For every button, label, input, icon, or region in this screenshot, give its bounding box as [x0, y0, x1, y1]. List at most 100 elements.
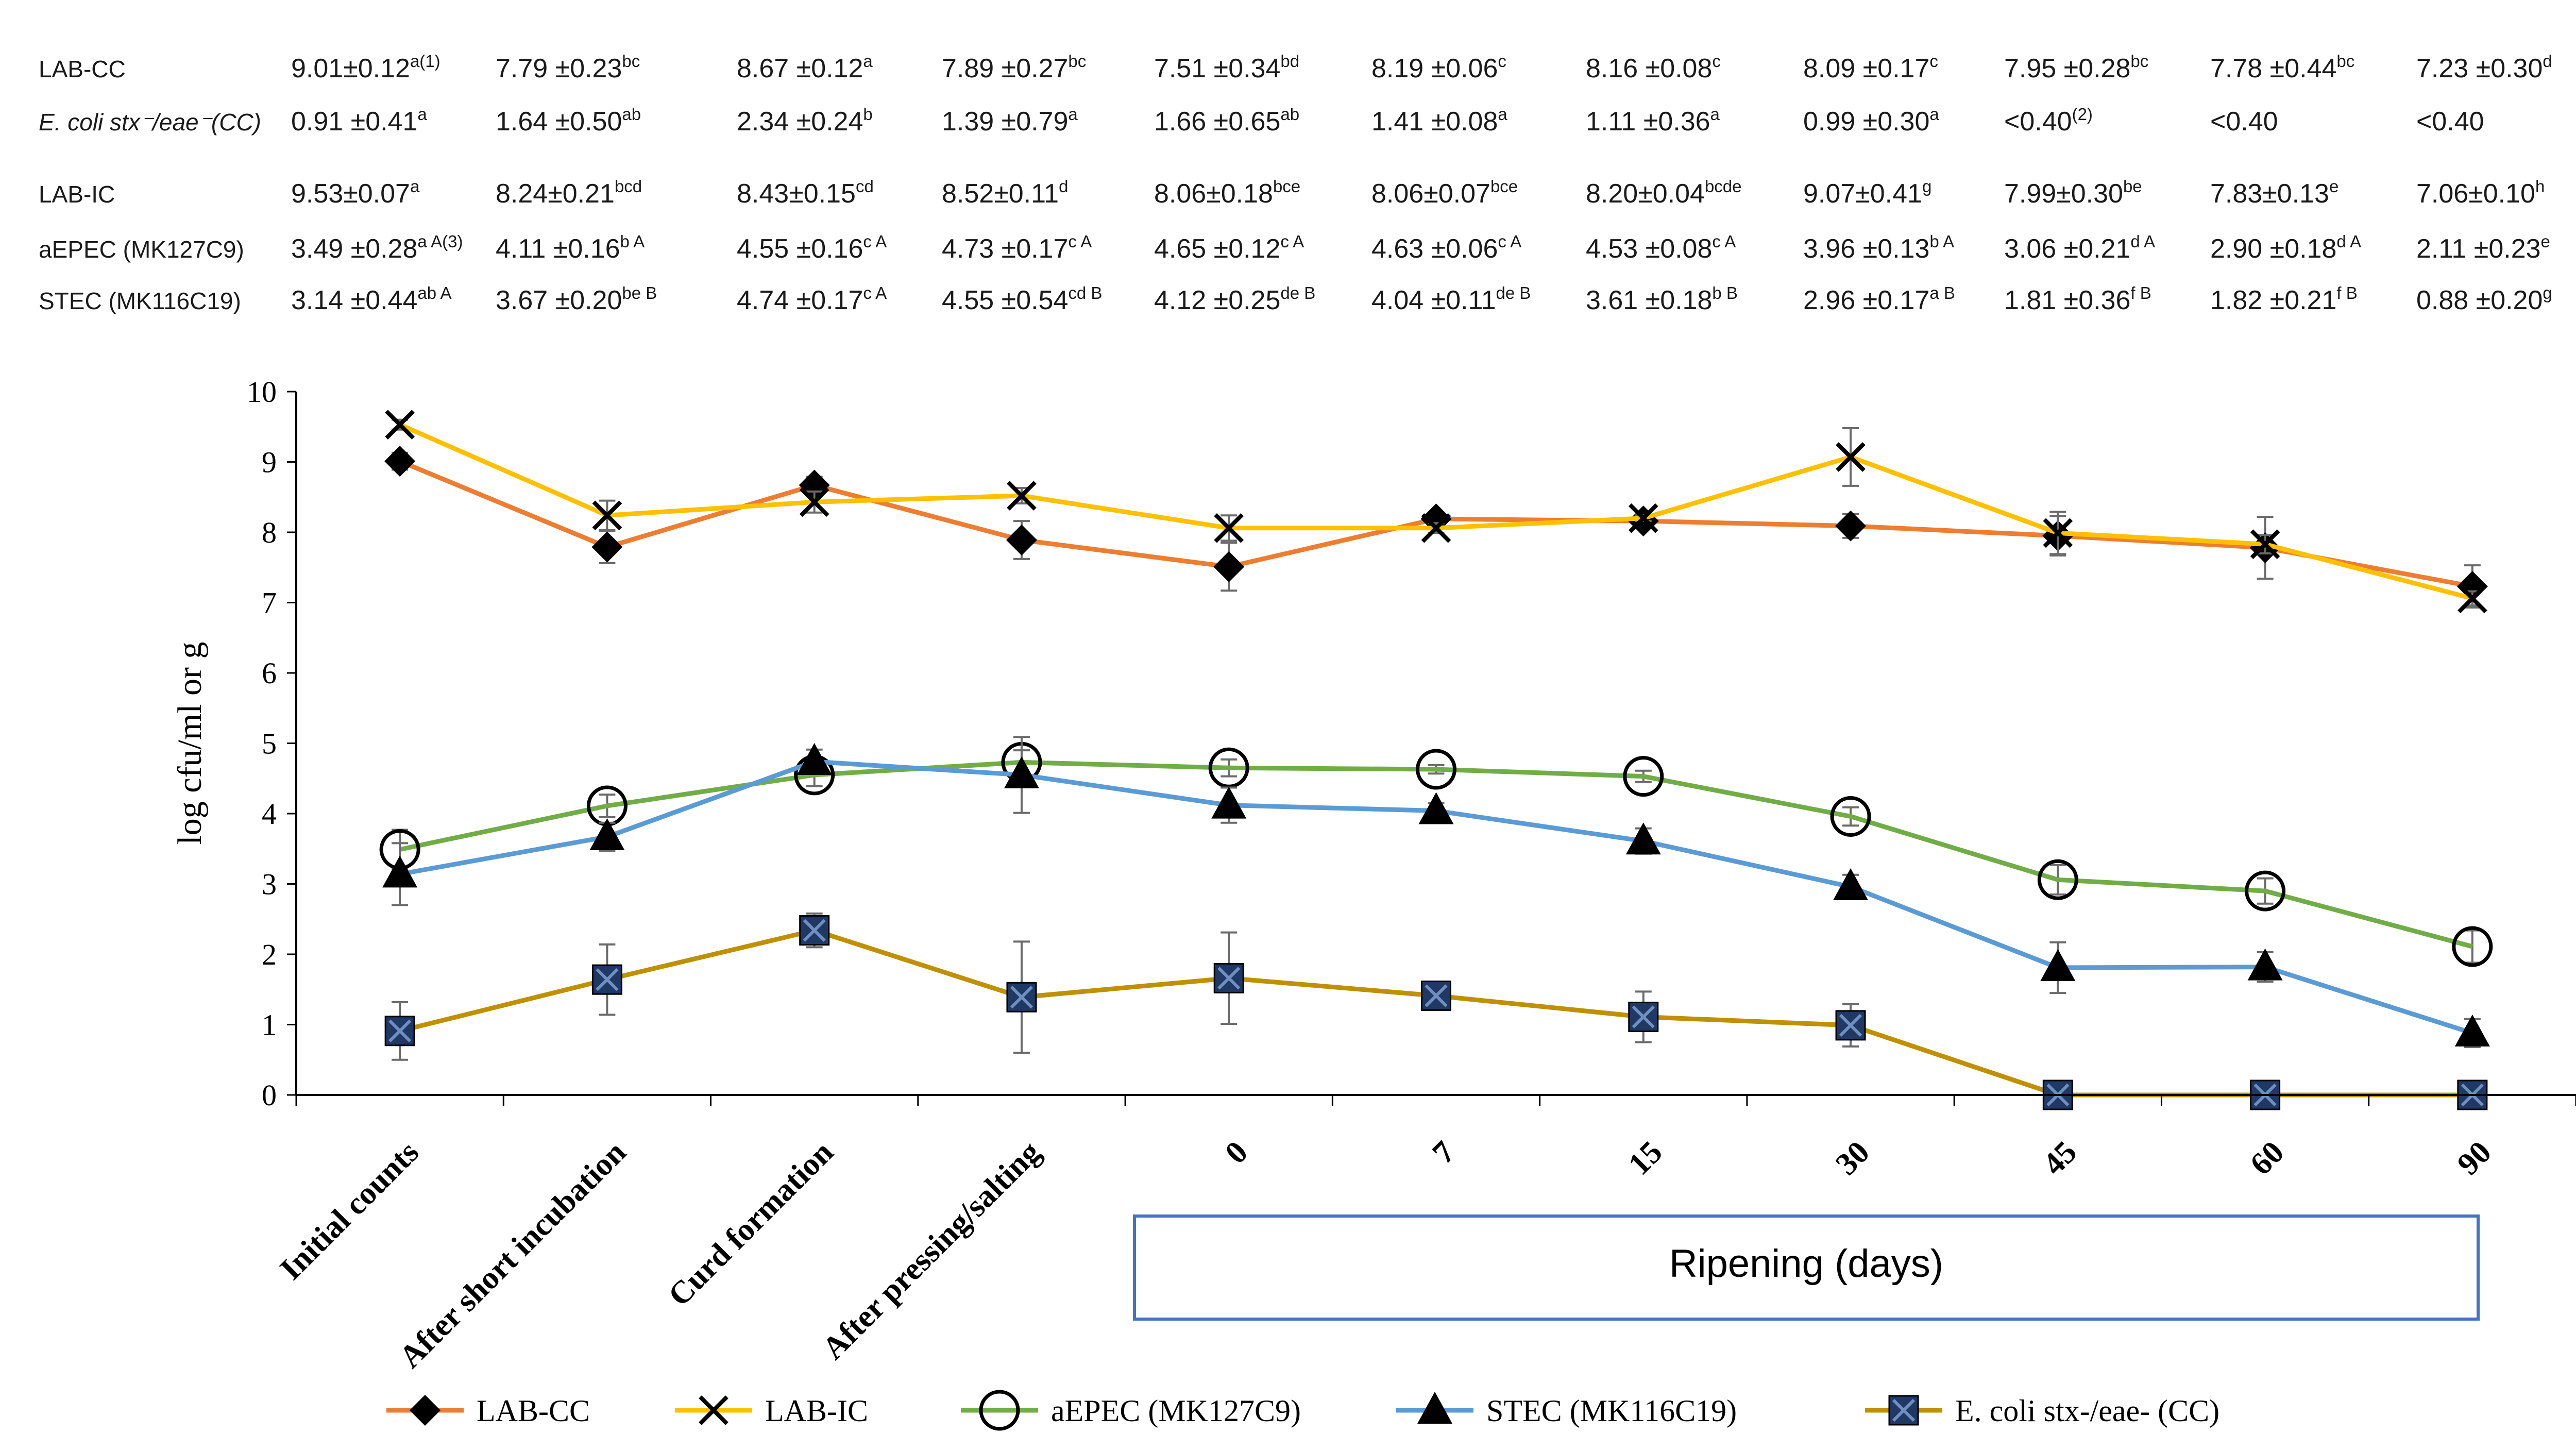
- marker-cross: [388, 1019, 412, 1042]
- data-point: [384, 446, 416, 477]
- data-point: [1416, 749, 1456, 790]
- table-cell-superscript: d: [1059, 177, 1068, 196]
- table-cell-superscript: c A: [1068, 232, 1092, 251]
- y-tick-label: 3: [262, 868, 277, 901]
- series-group: [379, 410, 2493, 1110]
- series-3: [382, 736, 2490, 1049]
- table-cell-superscript: bce: [1490, 177, 1518, 196]
- y-tick-label: 4: [262, 797, 277, 831]
- table-cell-superscript: c: [1498, 52, 1506, 71]
- table-row-label: aEPEC (MK127C9): [39, 236, 244, 263]
- data-point: [1623, 756, 1664, 797]
- table-cell-superscript: c A: [1712, 232, 1736, 251]
- data-point: [1835, 510, 1867, 542]
- table-cell-superscript: a: [410, 177, 420, 196]
- x-tick-label: 60: [2244, 1135, 2291, 1182]
- table-cell-superscript: b A: [1929, 232, 1954, 251]
- legend-swatch-marker: [1888, 1395, 1919, 1426]
- y-tick-label: 6: [262, 656, 277, 690]
- table-cell: 2.96 ±0.17a B: [1803, 283, 1955, 315]
- legend-label: LAB-IC: [765, 1394, 868, 1428]
- table-cell: 7.78 ±0.44bc: [2210, 52, 2354, 83]
- legend: LAB-CC LAB-IC aEPEC (MK127C9) STEC (MK116C1…: [386, 1390, 2219, 1431]
- table-cell: 8.19 ±0.06c: [1371, 52, 1506, 83]
- series-line: [399, 760, 2473, 949]
- marker-cross: [1632, 1005, 1655, 1028]
- marker-cross: [1425, 984, 1448, 1007]
- x-axis-title: Ripening (days): [1669, 1242, 1943, 1286]
- data-point: [384, 1016, 415, 1047]
- table-cell: 1.11 ±0.36a: [1586, 105, 1720, 137]
- y-tick-label: 1: [262, 1008, 277, 1042]
- marker-cross: [1839, 1014, 1862, 1037]
- legend-label: aEPEC (MK127C9): [1051, 1394, 1301, 1428]
- legend-entry: aEPEC (MK127C9): [961, 1390, 1301, 1431]
- table-cell: <0.40: [2210, 107, 2278, 137]
- table-cell-superscript: a(1): [410, 52, 440, 71]
- y-axis-title: log cfu/ml or g: [171, 642, 209, 845]
- table-cell: 7.06±0.10h: [2416, 177, 2545, 209]
- legend-swatch-marker: [699, 1395, 728, 1425]
- table-cell: 8.09 ±0.17c: [1803, 52, 1938, 83]
- table-cell: 8.06±0.07bce: [1371, 177, 1518, 209]
- data-point: [799, 487, 829, 517]
- series-1: [385, 410, 2487, 614]
- table-cell: 8.24±0.21bcd: [496, 177, 642, 209]
- data-point: [1421, 981, 1451, 1011]
- y-tick-label: 0: [262, 1078, 277, 1112]
- marker-cross: [1217, 967, 1241, 990]
- table-row-label: LAB-IC: [39, 181, 115, 208]
- data-point: [2454, 1014, 2490, 1047]
- table-cell: 7.23 ±0.30d: [2416, 52, 2552, 83]
- data-point: [1628, 1001, 1659, 1032]
- ripening-box: [1133, 1214, 2480, 1321]
- table-cell-superscript: a: [1710, 105, 1720, 124]
- table-cell: 9.53±0.07a: [291, 177, 420, 209]
- table-row-label: STEC (MK116C19): [39, 288, 241, 314]
- table-cell-superscript: c A: [1280, 232, 1304, 251]
- table-cell-superscript: bcd: [615, 177, 642, 196]
- table-cell: 4.63 ±0.06c A: [1371, 232, 1521, 264]
- legend-swatch-marker: [1417, 1392, 1452, 1424]
- table-cell: 2.34 ±0.24b: [737, 105, 873, 137]
- legend-entry: LAB-IC: [675, 1394, 868, 1428]
- table-cell: 4.73 ±0.17c A: [942, 232, 1092, 264]
- table-cell-superscript: b A: [620, 232, 645, 251]
- table-cell: 2.11 ±0.23e: [2416, 232, 2550, 264]
- table-cell-superscript: f B: [2336, 283, 2357, 302]
- table-cell: 8.20±0.04bcde: [1586, 177, 1742, 209]
- data-point: [1213, 551, 1245, 582]
- table-cell: 3.96 ±0.13b A: [1803, 232, 1954, 264]
- table-cell-superscript: cd: [856, 177, 874, 196]
- legend-label: LAB-CC: [477, 1394, 590, 1428]
- table-cell-superscript: c: [1712, 52, 1721, 71]
- table-cell: 1.66 ±0.65ab: [1154, 105, 1299, 137]
- table-cell: 9.01±0.12a(1): [291, 52, 440, 83]
- table-cell: <0.40(2): [2004, 105, 2093, 137]
- data-point: [2040, 949, 2076, 981]
- data-point: [589, 818, 625, 851]
- marker-cross: [803, 919, 826, 942]
- table-cell-superscript: ab: [622, 105, 641, 124]
- table-cell-superscript: be B: [622, 283, 657, 302]
- series-line: [399, 928, 2472, 1098]
- table-cell-superscript: g: [2543, 283, 2552, 302]
- table-cell: 3.49 ±0.28a A(3): [291, 232, 463, 264]
- data-point: [1625, 822, 1661, 855]
- table-cell: <0.40: [2416, 107, 2484, 137]
- data-point: [1006, 525, 1037, 556]
- legend-entry: LAB-CC: [386, 1394, 590, 1428]
- data-point: [1418, 792, 1454, 824]
- data-point: [1835, 1010, 1866, 1041]
- table-cell: 7.95 ±0.28bc: [2004, 52, 2148, 83]
- data-point: [2043, 518, 2073, 548]
- table-cell: 2.90 ±0.18d A: [2210, 232, 2361, 264]
- table-cell: 4.55 ±0.16c A: [737, 232, 887, 264]
- table-cell-superscript: f B: [2130, 283, 2151, 302]
- data-point: [2037, 859, 2078, 900]
- table-cell-superscript: de B: [1280, 283, 1315, 302]
- data-point: [796, 743, 832, 775]
- table-cell: 1.82 ±0.21f B: [2210, 283, 2358, 315]
